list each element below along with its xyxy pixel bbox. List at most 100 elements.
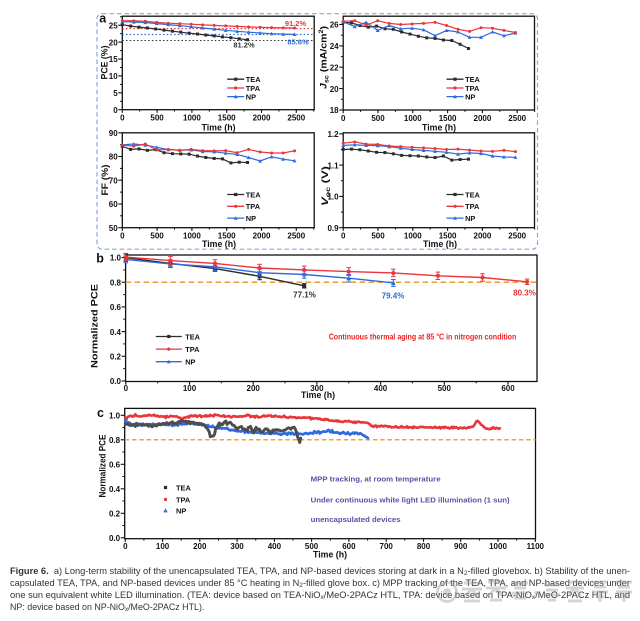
- svg-text:TPA: TPA: [246, 202, 261, 211]
- svg-text:TEA: TEA: [185, 332, 200, 341]
- svg-text:Time (h): Time (h): [202, 123, 236, 134]
- svg-text:0.2: 0.2: [110, 353, 122, 362]
- svg-text:0.4: 0.4: [109, 485, 121, 494]
- svg-text:1100: 1100: [527, 542, 545, 551]
- svg-text:TEA: TEA: [246, 190, 261, 199]
- svg-text:90: 90: [109, 129, 118, 138]
- svg-text:500: 500: [150, 232, 164, 241]
- svg-text:15: 15: [109, 55, 118, 64]
- svg-text:500: 500: [305, 542, 319, 551]
- svg-text:TEA: TEA: [465, 75, 480, 84]
- svg-text:c: c: [97, 406, 104, 420]
- svg-text:900: 900: [454, 542, 468, 551]
- svg-text:79.4%: 79.4%: [382, 292, 405, 301]
- svg-text:Time (h): Time (h): [422, 123, 456, 134]
- svg-text:10: 10: [109, 72, 118, 81]
- svg-text:1500: 1500: [218, 232, 236, 241]
- svg-text:TPA: TPA: [465, 202, 480, 211]
- svg-text:0: 0: [123, 542, 128, 551]
- svg-text:TEA: TEA: [246, 75, 261, 84]
- svg-text:100: 100: [183, 384, 197, 393]
- svg-text:2500: 2500: [508, 232, 526, 241]
- svg-text:0.0: 0.0: [110, 377, 122, 386]
- svg-text:0: 0: [124, 384, 129, 393]
- svg-text:20: 20: [109, 38, 118, 47]
- svg-text:80: 80: [109, 153, 118, 162]
- svg-text:0.2: 0.2: [109, 510, 121, 519]
- svg-text:Normalized PCE: Normalized PCE: [98, 434, 108, 497]
- svg-text:Time (h): Time (h): [301, 390, 335, 401]
- svg-text:Time (h): Time (h): [202, 239, 236, 250]
- svg-text:91.2%: 91.2%: [285, 19, 307, 28]
- svg-text:1.1: 1.1: [327, 161, 339, 170]
- svg-text:500: 500: [371, 114, 385, 123]
- svg-text:1000: 1000: [183, 232, 201, 241]
- svg-text:80.3%: 80.3%: [513, 289, 536, 298]
- svg-text:1.0: 1.0: [327, 193, 339, 202]
- svg-text:Under continuous white light L: Under continuous white light LED illumin…: [311, 496, 510, 505]
- svg-text:2500: 2500: [287, 114, 305, 123]
- svg-text:a: a: [99, 11, 107, 25]
- svg-text:Jsc (mA/cm2): Jsc (mA/cm2): [318, 26, 331, 89]
- svg-text:81.2%: 81.2%: [233, 41, 255, 50]
- svg-text:TEA: TEA: [176, 483, 191, 492]
- svg-text:20: 20: [330, 85, 339, 94]
- svg-text:0: 0: [120, 232, 125, 241]
- svg-text:0.4: 0.4: [110, 328, 122, 337]
- svg-text:1000: 1000: [404, 232, 422, 241]
- svg-text:NP: NP: [246, 214, 256, 223]
- svg-text:2000: 2000: [253, 114, 271, 123]
- svg-text:0: 0: [120, 114, 125, 123]
- svg-text:1500: 1500: [439, 114, 457, 123]
- svg-text:Time (h): Time (h): [313, 549, 347, 560]
- svg-text:60: 60: [109, 200, 118, 209]
- svg-text:5: 5: [113, 89, 118, 98]
- svg-text:PCE (%): PCE (%): [100, 46, 110, 80]
- svg-text:1000: 1000: [489, 542, 507, 551]
- svg-text:NP: device based on NP-NiOx/Me: NP: device based on NP-NiOx/MeO-2PACz HT…: [10, 602, 204, 613]
- svg-text:Continuous thermal aging at 85: Continuous thermal aging at 85 °C in nit…: [329, 333, 517, 342]
- svg-text:200: 200: [247, 384, 261, 393]
- svg-text:TPA: TPA: [465, 84, 480, 93]
- svg-text:0.6: 0.6: [109, 461, 121, 470]
- svg-text:TPA: TPA: [246, 84, 261, 93]
- svg-text:0.8: 0.8: [110, 278, 122, 287]
- svg-text:Figure 6. a) Long-term stabil: Figure 6. a) Long-term stability of the …: [10, 566, 630, 577]
- svg-text:1.2: 1.2: [327, 130, 339, 139]
- svg-text:TEA: TEA: [465, 190, 480, 199]
- svg-text:TPA: TPA: [185, 345, 200, 354]
- svg-text:2000: 2000: [474, 232, 492, 241]
- svg-text:TPA: TPA: [176, 495, 191, 504]
- svg-text:capsulated TEA, TPA, and NP-ba: capsulated TEA, TPA, and NP-based device…: [10, 578, 630, 589]
- svg-text:500: 500: [438, 384, 452, 393]
- svg-text:0: 0: [113, 106, 118, 115]
- svg-text:one sun equivalent white LED i: one sun equivalent white LED illuminatio…: [10, 590, 630, 601]
- svg-text:1000: 1000: [183, 114, 201, 123]
- svg-text:18: 18: [330, 106, 339, 115]
- svg-text:0.0: 0.0: [109, 534, 121, 543]
- svg-text:b: b: [96, 252, 104, 266]
- svg-text:300: 300: [310, 384, 324, 393]
- svg-text:500: 500: [150, 114, 164, 123]
- svg-text:NP: NP: [465, 93, 475, 102]
- svg-text:Normalized PCE: Normalized PCE: [90, 284, 101, 368]
- svg-text:0: 0: [341, 114, 346, 123]
- svg-text:2500: 2500: [287, 232, 305, 241]
- svg-text:0.6: 0.6: [110, 303, 122, 312]
- svg-text:0.8: 0.8: [109, 436, 121, 445]
- svg-text:2500: 2500: [508, 114, 526, 123]
- svg-text:400: 400: [374, 384, 388, 393]
- svg-text:1500: 1500: [218, 114, 236, 123]
- svg-text:70: 70: [109, 176, 118, 185]
- svg-text:200: 200: [193, 542, 207, 551]
- svg-text:25: 25: [109, 21, 118, 30]
- svg-text:1000: 1000: [404, 114, 422, 123]
- svg-text:1500: 1500: [439, 232, 457, 241]
- svg-text:NP: NP: [465, 214, 475, 223]
- svg-text:NP: NP: [176, 506, 186, 515]
- svg-text:1.0: 1.0: [110, 254, 122, 263]
- svg-text:26: 26: [330, 21, 339, 30]
- svg-text:MPP tracking, at room temperat: MPP tracking, at room temperature: [311, 475, 441, 484]
- svg-text:85.6%: 85.6%: [287, 38, 309, 47]
- svg-text:700: 700: [380, 542, 394, 551]
